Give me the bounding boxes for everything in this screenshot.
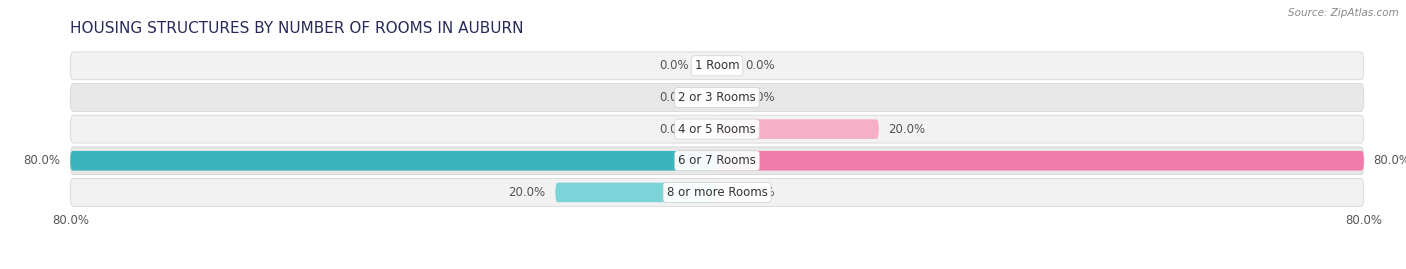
FancyBboxPatch shape [555,183,717,202]
Text: 2 or 3 Rooms: 2 or 3 Rooms [678,91,756,104]
FancyBboxPatch shape [717,151,1364,171]
FancyBboxPatch shape [717,119,879,139]
FancyBboxPatch shape [70,52,1364,80]
Text: Source: ZipAtlas.com: Source: ZipAtlas.com [1288,8,1399,18]
FancyBboxPatch shape [70,179,1364,206]
Text: 6 or 7 Rooms: 6 or 7 Rooms [678,154,756,167]
Text: HOUSING STRUCTURES BY NUMBER OF ROOMS IN AUBURN: HOUSING STRUCTURES BY NUMBER OF ROOMS IN… [70,20,524,36]
Text: 0.0%: 0.0% [745,186,775,199]
FancyBboxPatch shape [70,115,1364,143]
Text: 0.0%: 0.0% [745,59,775,72]
Text: 1 Room: 1 Room [695,59,740,72]
Legend: Owner-occupied, Renter-occupied: Owner-occupied, Renter-occupied [591,266,844,269]
Text: 4 or 5 Rooms: 4 or 5 Rooms [678,123,756,136]
FancyBboxPatch shape [70,84,1364,111]
FancyBboxPatch shape [70,147,1364,175]
Text: 0.0%: 0.0% [659,59,689,72]
Text: 80.0%: 80.0% [24,154,60,167]
Text: 0.0%: 0.0% [659,123,689,136]
Text: 0.0%: 0.0% [659,91,689,104]
Text: 0.0%: 0.0% [745,91,775,104]
Text: 8 or more Rooms: 8 or more Rooms [666,186,768,199]
FancyBboxPatch shape [70,151,717,171]
Text: 20.0%: 20.0% [889,123,925,136]
Text: 80.0%: 80.0% [1374,154,1406,167]
Text: 20.0%: 20.0% [509,186,546,199]
